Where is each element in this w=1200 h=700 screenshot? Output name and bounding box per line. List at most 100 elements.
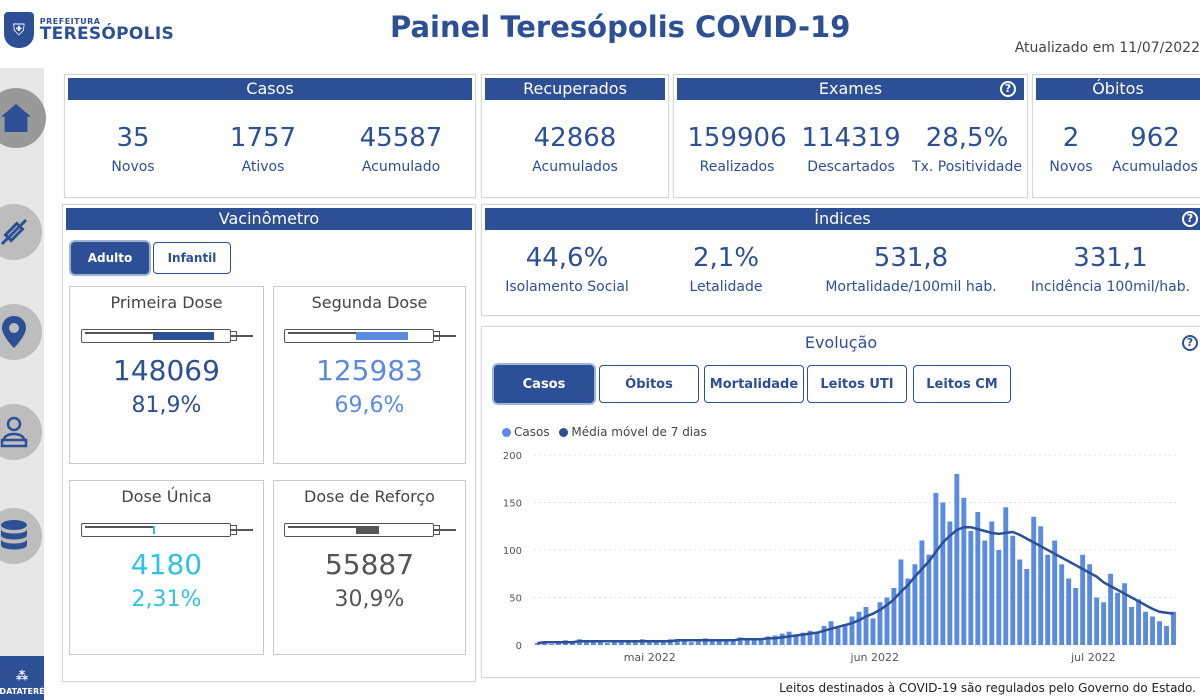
bar-casos bbox=[1157, 621, 1162, 645]
bar-casos bbox=[549, 644, 554, 645]
vaccine-icon[interactable] bbox=[0, 204, 42, 260]
dose-progress-fill bbox=[152, 332, 214, 340]
bar-casos bbox=[800, 632, 806, 645]
tab-mortalidade[interactable]: Mortalidade bbox=[704, 365, 804, 403]
bar-casos bbox=[807, 630, 813, 645]
bar-casos bbox=[646, 640, 652, 645]
syringe-icon bbox=[80, 520, 253, 540]
bar-casos bbox=[1052, 540, 1058, 645]
bar-casos bbox=[723, 641, 729, 645]
bar-casos bbox=[1122, 583, 1128, 645]
bar-casos bbox=[597, 642, 603, 645]
bar-casos bbox=[618, 640, 624, 645]
legend-casos[interactable]: Casos bbox=[514, 425, 550, 439]
footer-note: Leitos destinados à COVID-19 são regulad… bbox=[779, 681, 1196, 695]
kpi-value: 114319 bbox=[801, 123, 901, 153]
kpi-label: Incidência 100mil/hab. bbox=[1030, 279, 1191, 295]
kpi-label: Letalidade bbox=[689, 279, 763, 295]
kpi-label: Novos bbox=[1049, 159, 1093, 175]
bar-casos bbox=[625, 642, 631, 645]
dose-percent: 30,9% bbox=[334, 587, 405, 612]
kpi-value: 331,1 bbox=[1073, 243, 1148, 273]
bar-casos bbox=[793, 634, 799, 645]
legend-marker bbox=[559, 428, 569, 437]
bar-casos bbox=[758, 640, 764, 645]
dose-progress-fill bbox=[152, 526, 155, 534]
bar-casos bbox=[737, 637, 743, 645]
bar-casos bbox=[814, 631, 820, 645]
bar-casos bbox=[982, 540, 988, 645]
location-pin-icon[interactable] bbox=[0, 304, 42, 360]
bar-casos bbox=[590, 640, 596, 645]
tab-adulto[interactable]: Adulto bbox=[71, 242, 149, 274]
tab-leitos-uti[interactable]: Leitos UTI bbox=[807, 365, 907, 403]
bar-casos bbox=[1045, 554, 1051, 645]
casos-title: Casos bbox=[68, 78, 472, 100]
kpi-label: Mortalidade/100mil hab. bbox=[825, 279, 997, 295]
logo-subtitle: PREFEITURA bbox=[39, 16, 101, 26]
indices-header: Índices ? bbox=[485, 208, 1200, 230]
dose-card-primeira: Primeira Dose 148069 81,9% bbox=[69, 286, 264, 464]
bar-casos bbox=[926, 554, 932, 645]
syringe-icon bbox=[80, 326, 253, 346]
bar-casos bbox=[968, 531, 974, 645]
bar-casos bbox=[632, 641, 638, 645]
tab-obitos[interactable]: Óbitos bbox=[599, 365, 699, 403]
bar-casos bbox=[933, 493, 939, 645]
kpi-label: Acumulados bbox=[1112, 159, 1198, 175]
tab-infantil[interactable]: Infantil bbox=[153, 242, 231, 274]
kpi-label: Ativos bbox=[241, 159, 285, 175]
bar-casos bbox=[940, 502, 946, 645]
bar-casos bbox=[989, 521, 995, 645]
help-icon[interactable]: ? bbox=[1182, 211, 1198, 227]
y-tick-label: 150 bbox=[503, 499, 522, 510]
bar-casos bbox=[1143, 611, 1148, 645]
dose-card-reforco: Dose de Reforço 55887 30,9% bbox=[273, 480, 466, 655]
dose-value: 4180 bbox=[130, 548, 203, 581]
syringe-icon bbox=[283, 326, 456, 346]
indices-title: Índices bbox=[814, 209, 871, 228]
tab-casos[interactable]: Casos bbox=[494, 365, 594, 403]
dose-percent: 2,31% bbox=[131, 587, 202, 612]
obitos-acumulados: 962 Acumulados bbox=[1109, 123, 1200, 175]
bar-casos bbox=[828, 621, 834, 645]
tab-leitos-cm[interactable]: Leitos CM bbox=[913, 365, 1011, 403]
brand-label: DATATERÉ bbox=[0, 687, 45, 696]
casos-ativos: 1757 Ativos bbox=[213, 123, 313, 175]
evolucao-chart[interactable]: 0 50 100 150 200 mai 2022 jun 2022 jul 2022 bbox=[482, 445, 1200, 677]
home-icon[interactable] bbox=[0, 88, 46, 148]
datatere-logo[interactable]: ⁂ DATATERÉ bbox=[0, 656, 45, 700]
bar-casos bbox=[744, 638, 750, 645]
vacinometro-title: Vacinômetro bbox=[66, 208, 472, 230]
obitos-panel: Óbitos 2 Novos 962 Acumulados bbox=[1032, 74, 1200, 198]
bar-casos bbox=[877, 602, 883, 645]
kpi-label: Realizados bbox=[699, 159, 775, 175]
bar-casos bbox=[1129, 607, 1135, 645]
indice-letalidade: 2,1% Letalidade bbox=[662, 243, 790, 295]
user-computer-icon[interactable] bbox=[0, 404, 42, 460]
obitos-novos: 2 Novos bbox=[1041, 123, 1101, 175]
bar-casos bbox=[912, 564, 918, 645]
exames-realizados: 159906 Realizados bbox=[682, 123, 792, 175]
prefeitura-logo[interactable]: ⛨ PREFEITURA TERESÓPOLIS bbox=[4, 10, 174, 50]
bar-casos bbox=[709, 639, 715, 645]
updated-date: Atualizado em 11/07/2022 bbox=[1014, 40, 1200, 56]
kpi-value: 44,6% bbox=[525, 243, 609, 273]
kpi-value: 962 bbox=[1130, 123, 1180, 153]
indices-panel: Índices ? 44,6% Isolamento Social 2,1% L… bbox=[481, 204, 1200, 316]
x-tick-label: jul 2022 bbox=[1070, 651, 1116, 664]
kpi-label: Novos bbox=[111, 159, 155, 175]
kpi-value: 45587 bbox=[359, 123, 443, 153]
bar-casos bbox=[611, 641, 617, 645]
kpi-value: 35 bbox=[116, 123, 150, 153]
recuperados-title: Recuperados bbox=[485, 78, 665, 100]
dose-card-unica: Dose Única 4180 2,31% bbox=[69, 480, 264, 655]
bar-casos bbox=[542, 642, 547, 645]
obitos-title: Óbitos bbox=[1036, 78, 1200, 100]
help-icon[interactable]: ? bbox=[1182, 335, 1198, 351]
database-icon[interactable] bbox=[0, 508, 42, 564]
legend-media-movel[interactable]: Média móvel de 7 dias bbox=[571, 425, 707, 439]
bar-casos bbox=[535, 643, 540, 645]
help-icon[interactable]: ? bbox=[1000, 81, 1016, 97]
kpi-value: 1757 bbox=[229, 123, 297, 153]
